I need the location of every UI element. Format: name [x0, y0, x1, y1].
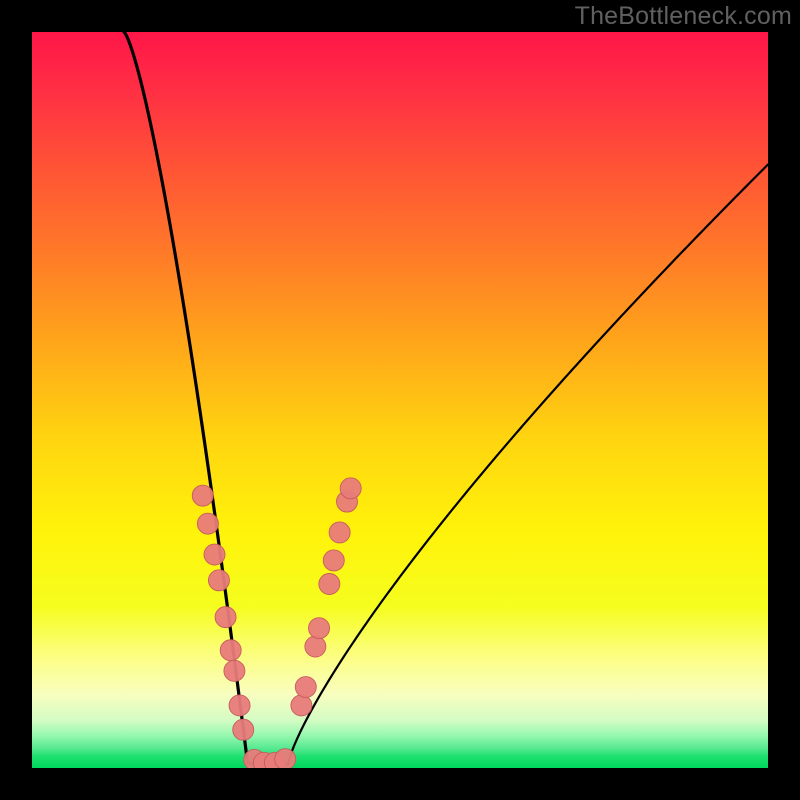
- data-marker: [224, 660, 245, 681]
- data-marker: [233, 719, 254, 740]
- data-marker: [295, 677, 316, 698]
- data-marker: [215, 607, 236, 628]
- data-marker: [229, 695, 250, 716]
- data-marker: [340, 478, 361, 499]
- gradient-panel: [32, 32, 768, 768]
- data-marker: [192, 485, 213, 506]
- data-marker: [275, 749, 296, 770]
- data-marker: [204, 544, 225, 565]
- figure-root: TheBottleneck.com: [0, 0, 800, 800]
- data-marker: [291, 695, 312, 716]
- data-marker: [197, 513, 218, 534]
- data-marker: [319, 574, 340, 595]
- data-marker: [329, 522, 350, 543]
- data-marker: [309, 618, 330, 639]
- data-marker: [208, 570, 229, 591]
- data-marker: [220, 640, 241, 661]
- data-marker: [323, 550, 344, 571]
- watermark-text: TheBottleneck.com: [575, 2, 792, 31]
- data-marker: [305, 636, 326, 657]
- chart-svg: [0, 0, 800, 800]
